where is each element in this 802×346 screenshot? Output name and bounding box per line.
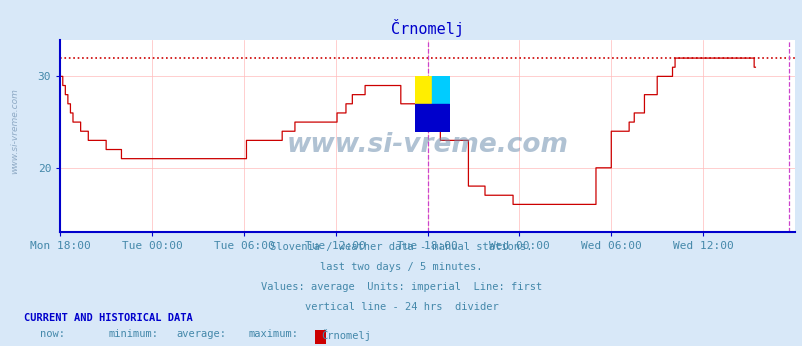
Text: Values: average  Units: imperial  Line: first: Values: average Units: imperial Line: fi… (261, 282, 541, 292)
Text: www.si-vreme.com: www.si-vreme.com (286, 133, 568, 158)
Title: Črnomelj: Črnomelj (391, 19, 464, 37)
Text: now:: now: (40, 329, 65, 339)
Text: www.si-vreme.com: www.si-vreme.com (10, 89, 19, 174)
Text: CURRENT AND HISTORICAL DATA: CURRENT AND HISTORICAL DATA (24, 313, 192, 323)
Text: Črnomelj: Črnomelj (321, 329, 371, 341)
Text: vertical line - 24 hrs  divider: vertical line - 24 hrs divider (304, 302, 498, 312)
Text: average:: average: (176, 329, 226, 339)
Text: minimum:: minimum: (108, 329, 158, 339)
Text: maximum:: maximum: (249, 329, 298, 339)
Text: last two days / 5 minutes.: last two days / 5 minutes. (320, 262, 482, 272)
Text: Slovenia / weather data - manual stations.: Slovenia / weather data - manual station… (270, 242, 532, 252)
